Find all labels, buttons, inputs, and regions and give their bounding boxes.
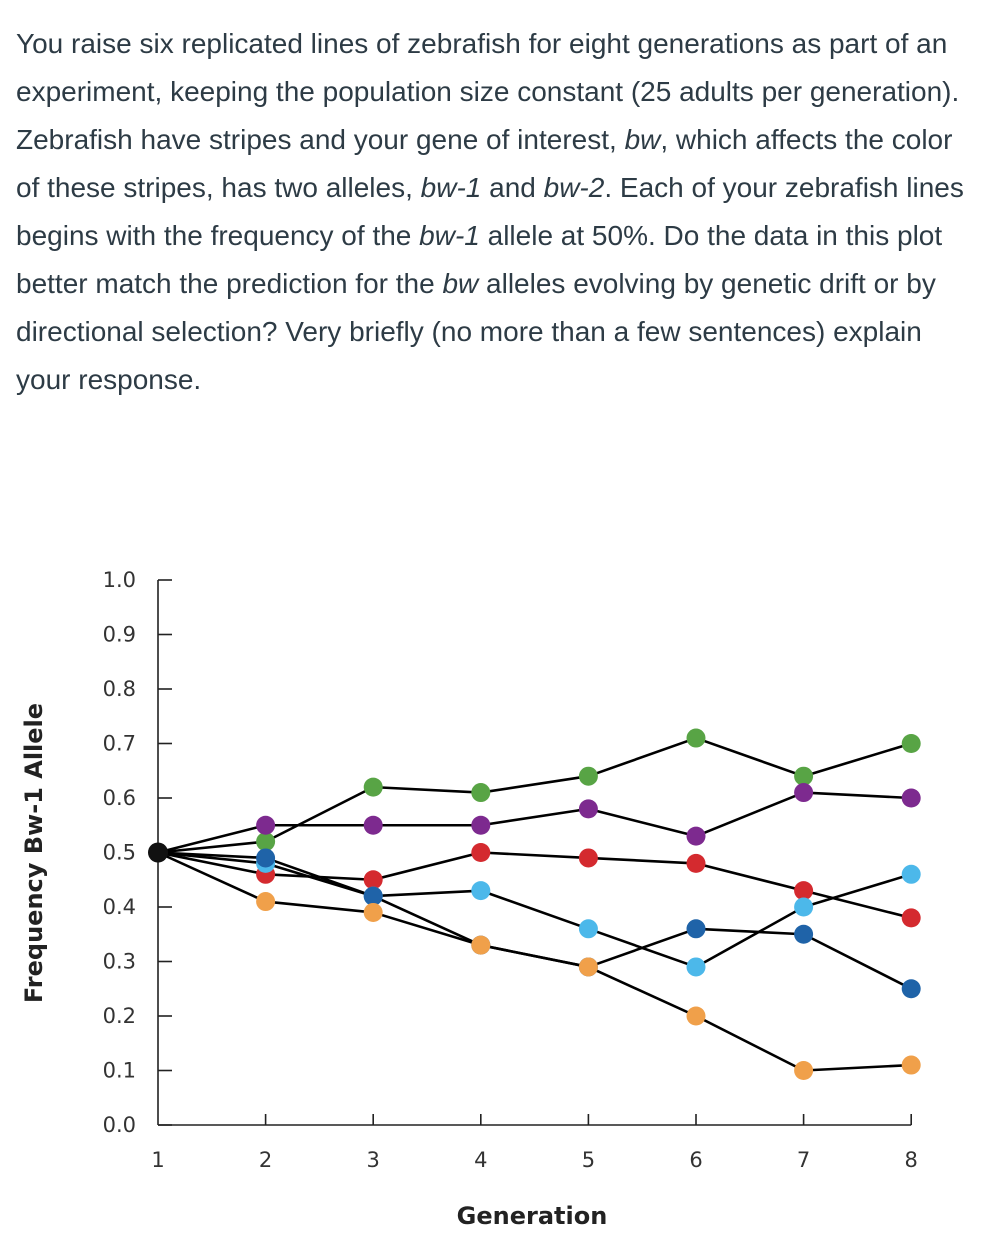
y-tick-label: 0.8	[103, 677, 136, 701]
gene-name: bw	[624, 124, 661, 155]
data-point	[686, 919, 706, 939]
y-tick-label: 0.0	[103, 1113, 136, 1137]
y-tick-label: 0.6	[103, 786, 136, 810]
allele-name: bw-2	[543, 172, 605, 203]
data-point	[901, 734, 921, 753]
data-point	[256, 832, 276, 852]
y-tick-label: 0.4	[103, 895, 136, 919]
data-point	[794, 881, 814, 901]
data-point	[578, 766, 598, 786]
question-part: You raise six replicated lines of zebraf…	[16, 28, 960, 155]
question-text: You raise six replicated lines of zebraf…	[16, 20, 966, 404]
series-points	[148, 728, 921, 1080]
data-point	[578, 799, 598, 819]
series-line	[157, 851, 912, 920]
data-point	[363, 777, 383, 797]
data-point	[901, 864, 921, 884]
data-point	[901, 1055, 921, 1075]
x-tick-label: 6	[689, 1148, 702, 1172]
question-part: allele at 50%. Do the data in this plot …	[16, 220, 943, 299]
question-part: alleles evolving by genetic drift or by …	[16, 268, 936, 395]
x-tick-label: 2	[259, 1148, 272, 1172]
data-point	[686, 853, 706, 873]
y-axis-title: Frequency Bw-1 Allele	[20, 703, 48, 1003]
data-point	[256, 848, 276, 868]
allele-name: bw-1	[419, 220, 480, 251]
data-point	[363, 886, 383, 906]
x-tick-label: 3	[367, 1148, 380, 1172]
data-point	[686, 728, 706, 748]
x-tick-label: 1	[151, 1148, 164, 1172]
data-point	[901, 908, 921, 928]
x-tick-label: 7	[797, 1148, 810, 1172]
data-point	[578, 919, 598, 939]
data-point	[471, 881, 491, 901]
data-point	[794, 924, 814, 944]
series-line	[157, 851, 912, 1072]
data-point	[686, 1006, 706, 1026]
y-tick-label: 0.7	[103, 732, 136, 756]
data-point	[363, 870, 383, 890]
x-axis-title: Generation	[457, 1202, 608, 1230]
data-point	[794, 897, 814, 917]
x-tick-label: 4	[474, 1148, 487, 1172]
data-point	[256, 892, 276, 912]
question-part: . Each of your zebrafish lines begins wi…	[16, 172, 964, 251]
data-point	[471, 935, 491, 955]
data-point	[901, 788, 921, 808]
series-lines	[157, 736, 912, 1072]
y-tick-label: 0.2	[103, 1004, 136, 1028]
data-point	[471, 783, 491, 803]
axes: 0.0 0.1 0.2 0.3 0.4 0.5 0.6 0.7 0.8 0.9 1.0 1 2 3 4 5 6 7…	[103, 568, 918, 1172]
series-line	[157, 791, 912, 854]
data-point	[256, 815, 276, 835]
x-tick-label: 5	[582, 1148, 595, 1172]
y-tick-label: 0.9	[103, 623, 136, 647]
series-line	[157, 736, 912, 854]
data-point	[363, 902, 383, 922]
question-part: , which affects the color of these strip…	[16, 124, 953, 203]
data-point	[794, 783, 814, 803]
allele-name: bw-1	[420, 172, 482, 203]
y-tick-label: 0.1	[103, 1059, 136, 1083]
data-point	[901, 979, 921, 999]
data-point	[686, 826, 706, 846]
data-point	[471, 843, 491, 862]
data-point	[686, 957, 706, 977]
allele-frequency-chart: 0.0 0.1 0.2 0.3 0.4 0.5 0.6 0.7 0.8 0.9 1.0 1 2 3 4 5 6 7…	[20, 568, 921, 1230]
series-line	[157, 851, 912, 969]
question-part: and	[481, 172, 544, 203]
data-point	[363, 815, 383, 835]
y-tick-label: 1.0	[103, 568, 136, 592]
gene-name: bw	[442, 268, 479, 299]
data-point	[471, 815, 491, 835]
y-tick-label: 0.5	[103, 841, 136, 865]
data-point	[794, 1061, 814, 1080]
y-tick-label: 0.3	[103, 950, 136, 974]
data-point	[578, 957, 598, 977]
data-point	[794, 766, 814, 786]
start-point	[148, 842, 168, 863]
x-tick-label: 8	[905, 1148, 918, 1172]
data-point	[578, 848, 598, 868]
